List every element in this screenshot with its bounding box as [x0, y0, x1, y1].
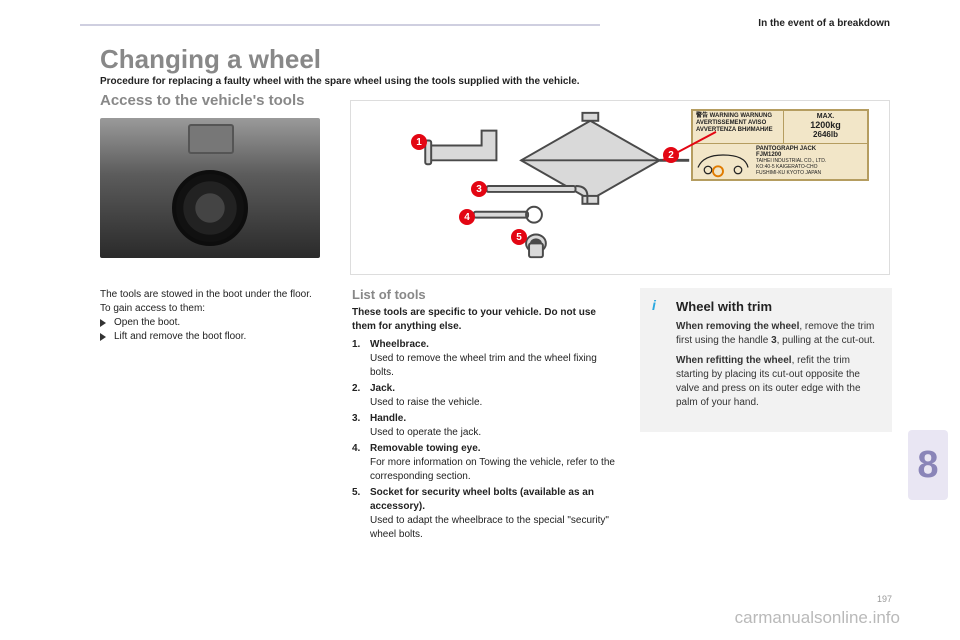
- callout-3: 3: [471, 181, 487, 197]
- boot-hatch-shape: [188, 124, 234, 154]
- access-step-2: Lift and remove the boot floor.: [100, 330, 330, 344]
- tool-item-1: 1. Wheelbrace. Used to remove the wheel …: [352, 338, 620, 380]
- tool-label-1: Wheelbrace.: [370, 339, 429, 350]
- callout-1: 1: [411, 134, 427, 150]
- section-number-badge: 8: [908, 430, 948, 500]
- spare-tire-shape: [172, 170, 248, 246]
- tools-diagram: 警告 WARNING WARNUNG AVERTISSEMENT AVISO A…: [350, 100, 890, 275]
- label-max-lb: 2646lb: [784, 130, 867, 139]
- tool-sub-4: For more information on Towing the vehic…: [370, 456, 620, 484]
- tool-num-4: 4.: [352, 442, 360, 456]
- tool-item-4: 4. Removable towing eye. For more inform…: [352, 442, 620, 484]
- boot-tools-photo: [100, 118, 320, 258]
- tool-list-heading: List of tools: [352, 288, 620, 302]
- page-subtitle: Procedure for replacing a faulty wheel w…: [100, 76, 720, 87]
- tool-num-2: 2.: [352, 382, 360, 396]
- label-warn-line2: AVERTISSEMENT AVISO: [696, 120, 766, 126]
- page-title: Changing a wheel: [100, 44, 321, 75]
- tool-num-3: 3.: [352, 412, 360, 426]
- tool-label-2: Jack.: [370, 383, 395, 394]
- info-p2: When refitting the wheel, refit the trim…: [676, 354, 878, 410]
- tool-label-3: Handle.: [370, 413, 406, 424]
- tool-sub-3: Used to operate the jack.: [370, 426, 620, 440]
- label-warn-line3: AVVERTENZA ВНИМАНИЕ: [696, 127, 773, 133]
- callout-2: 2: [663, 147, 679, 163]
- info-p1: When removing the wheel, remove the trim…: [676, 320, 878, 348]
- tool-sub-1: Used to remove the wheel trim and the wh…: [370, 352, 620, 380]
- info-p1-c: , pulling at the cut-out.: [777, 335, 875, 346]
- tool-label-5: Socket for security wheel bolts (availab…: [370, 487, 594, 512]
- tool-num-1: 1.: [352, 338, 360, 352]
- jack-warning-label: 警告 WARNING WARNUNG AVERTISSEMENT AVISO A…: [691, 109, 869, 181]
- tool-label-4: Removable towing eye.: [370, 443, 481, 454]
- tool-item-3: 3. Handle. Used to operate the jack.: [352, 412, 620, 440]
- tool-item-2: 2. Jack. Used to raise the vehicle.: [352, 382, 620, 410]
- label-max-word: MAX.: [784, 113, 867, 120]
- manual-page: In the event of a breakdown Changing a w…: [0, 0, 960, 640]
- tool-list: List of tools These tools are specific t…: [352, 288, 620, 544]
- label-max-kg: 1200kg: [784, 120, 867, 130]
- tool-sub-5: Used to adapt the wheelbrace to the spec…: [370, 514, 620, 542]
- access-body: The tools are stowed in the boot under t…: [100, 288, 330, 344]
- tool-sub-2: Used to raise the vehicle.: [370, 396, 620, 410]
- label-warn-line1: 警告 WARNING WARNUNG: [696, 113, 772, 119]
- tool-num-5: 5.: [352, 486, 360, 500]
- info-p1-bold: When removing the wheel: [676, 321, 799, 332]
- top-rule: [80, 24, 600, 26]
- info-heading: Wheel with trim: [676, 300, 878, 314]
- label-car-icon: [693, 144, 753, 181]
- info-p2-bold: When refitting the wheel: [676, 355, 792, 366]
- watermark: carmanualsonline.info: [735, 608, 900, 628]
- info-box: i Wheel with trim When removing the whee…: [640, 288, 892, 432]
- access-step-1: Open the boot.: [100, 316, 330, 330]
- callout-5: 5: [511, 229, 527, 245]
- callout-4: 4: [459, 209, 475, 225]
- access-line2: To gain access to them:: [100, 302, 330, 316]
- breadcrumb: In the event of a breakdown: [758, 18, 890, 29]
- access-line1: The tools are stowed in the boot under t…: [100, 288, 330, 302]
- page-number: 197: [877, 594, 892, 604]
- tool-item-5: 5. Socket for security wheel bolts (avai…: [352, 486, 620, 542]
- info-icon: i: [652, 298, 666, 312]
- access-heading: Access to the vehicle's tools: [100, 92, 304, 109]
- tool-list-intro: These tools are specific to your vehicle…: [352, 306, 620, 334]
- label-mfg-3: FUSHIMI-KU KYOTO JAPAN: [756, 170, 821, 176]
